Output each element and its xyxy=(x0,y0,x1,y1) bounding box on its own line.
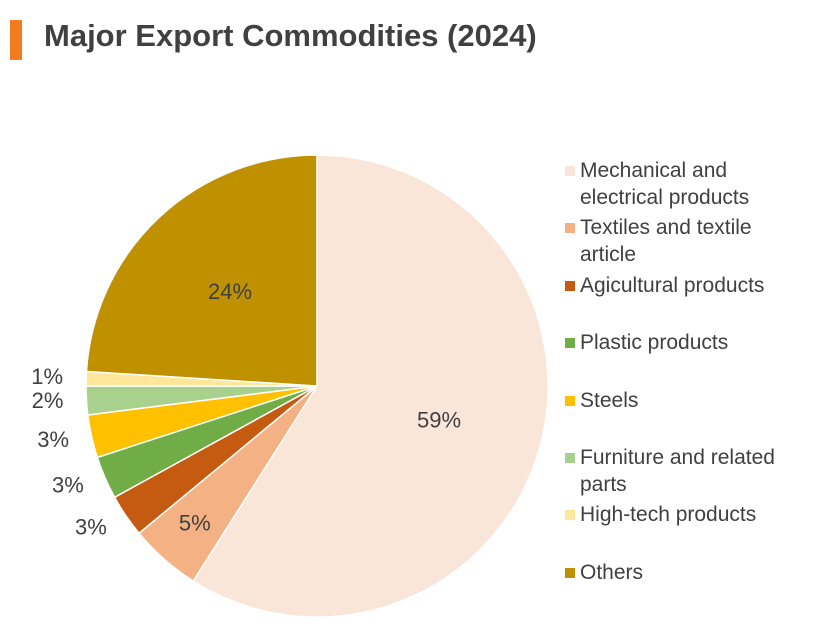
pie-slice xyxy=(192,154,549,618)
legend-label: Textiles and textile article xyxy=(580,216,752,267)
data-label: 3% xyxy=(37,427,69,452)
legend-label: Plastic products xyxy=(580,331,729,355)
legend-swatch xyxy=(565,510,575,521)
legend-swatch xyxy=(565,280,575,291)
legend-swatch xyxy=(565,223,575,234)
legend-swatch xyxy=(565,453,575,463)
legend-item: Textiles and textile article xyxy=(565,214,805,268)
legend-label: Agicultural products xyxy=(580,273,765,297)
legend-swatch xyxy=(565,166,575,176)
legend-item: Plastic products xyxy=(565,329,805,356)
legend-item: High-tech products xyxy=(565,501,805,528)
pie-slice xyxy=(85,154,318,387)
data-label: 59% xyxy=(417,407,461,432)
legend-label: Mechanical and electrical products xyxy=(580,159,750,209)
data-label: 2% xyxy=(32,388,64,413)
data-label: 24% xyxy=(208,279,252,304)
legend-item: Furniture and related parts xyxy=(565,444,805,498)
legend-item: Steels xyxy=(565,387,805,414)
legend-swatch xyxy=(565,395,575,406)
legend-label: Furniture and related parts xyxy=(580,446,775,496)
data-label: 1% xyxy=(31,364,63,389)
data-label: 3% xyxy=(52,473,84,498)
title-accent xyxy=(10,20,22,60)
legend-label: High-tech products xyxy=(580,503,757,527)
legend-label: Steels xyxy=(580,388,639,412)
legend-label: Others xyxy=(580,560,644,584)
legend-item: Others xyxy=(565,559,805,586)
legend-item: Agicultural products xyxy=(565,272,805,299)
legend-swatch xyxy=(565,338,575,349)
data-label: 5% xyxy=(179,510,211,535)
data-label: 3% xyxy=(75,515,107,540)
legend-swatch xyxy=(565,567,575,578)
legend-item: Mechanical and electrical products xyxy=(565,157,805,211)
chart-title: Major Export Commodities (2024) xyxy=(44,18,537,53)
